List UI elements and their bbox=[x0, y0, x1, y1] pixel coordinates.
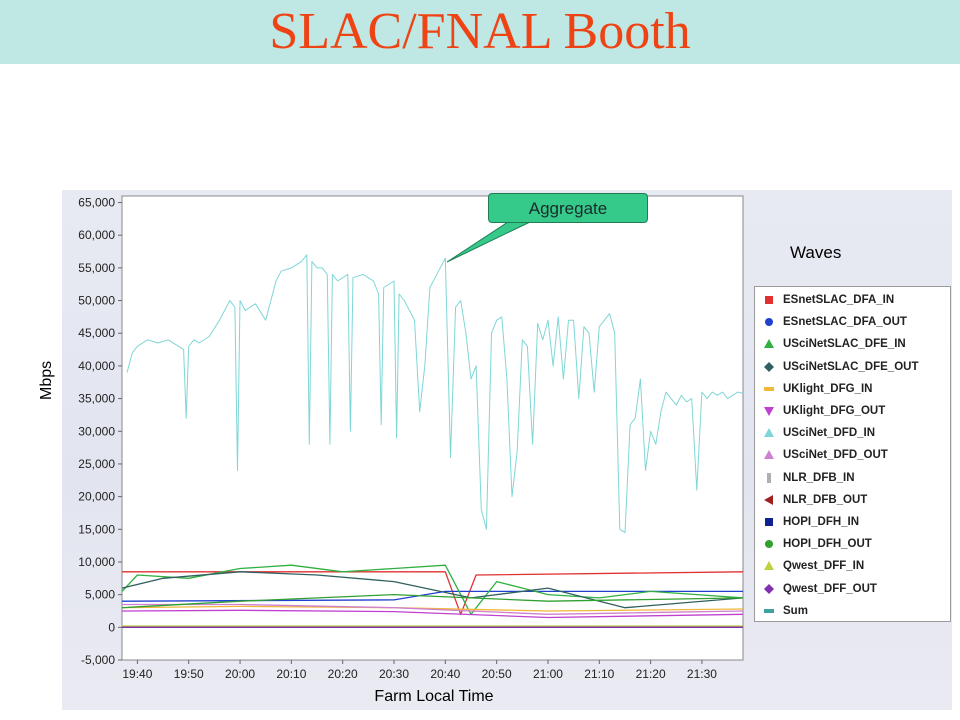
y-tick-label: 45,000 bbox=[78, 326, 115, 340]
x-tick-label: 19:40 bbox=[122, 667, 152, 681]
circle-marker-icon bbox=[765, 540, 773, 549]
square-marker-icon bbox=[765, 296, 773, 304]
triangle-up-marker-icon bbox=[764, 428, 774, 438]
legend-label: UKlight_DFG_IN bbox=[783, 382, 873, 395]
y-tick-label: 5,000 bbox=[85, 588, 115, 602]
series-line-uscinet-dfd-out bbox=[122, 603, 744, 615]
series-line-uscinetslac-dfe-in bbox=[121, 564, 744, 615]
callout-aggregate: Aggregate bbox=[488, 193, 648, 223]
x-tick-label: 20:50 bbox=[482, 667, 512, 681]
diamond-marker-icon bbox=[764, 361, 774, 372]
bar-marker-icon bbox=[767, 472, 771, 483]
legend-title: Waves bbox=[790, 243, 842, 262]
legend-label: USciNetSLAC_DFE_OUT bbox=[783, 360, 919, 373]
y-tick-label: 65,000 bbox=[78, 196, 115, 210]
y-tick-label: 25,000 bbox=[78, 457, 115, 471]
dash-marker-icon bbox=[764, 608, 774, 613]
dash-marker-icon bbox=[764, 386, 774, 391]
x-tick-label: 20:00 bbox=[225, 667, 255, 681]
legend-label: NLR_DFB_OUT bbox=[783, 493, 868, 506]
y-tick-label: 15,000 bbox=[78, 522, 115, 536]
x-tick-label: 20:30 bbox=[379, 667, 409, 681]
y-tick-label: 50,000 bbox=[78, 294, 115, 308]
series-line-uscinetslac-dfe-out bbox=[121, 571, 744, 609]
legend-label: Qwest_DFF_OUT bbox=[783, 582, 877, 595]
x-tick-label: 20:20 bbox=[328, 667, 358, 681]
legend-label: USciNet_DFD_IN bbox=[783, 427, 876, 440]
legend-label: USciNet_DFD_OUT bbox=[783, 449, 888, 462]
series-line-hopi-dfh-out bbox=[121, 593, 744, 609]
series-line-uklight-dfg-out bbox=[121, 609, 744, 619]
legend-label: NLR_DFB_IN bbox=[783, 471, 855, 484]
y-tick-label: 30,000 bbox=[78, 424, 115, 438]
legend-label: HOPI_DFH_OUT bbox=[783, 538, 872, 551]
legend-label: Qwest_DFF_IN bbox=[783, 560, 865, 573]
square-marker-icon bbox=[765, 518, 773, 526]
x-tick-label: 21:20 bbox=[636, 667, 666, 681]
x-tick-label: 21:30 bbox=[687, 667, 717, 681]
tick-labels: -5,000 0 5,000 10,000 15,000 20,000 25,000 30,0… bbox=[78, 196, 717, 681]
plot-area bbox=[121, 195, 744, 661]
triangle-up-marker-icon bbox=[764, 561, 774, 571]
x-tick-label: 21:00 bbox=[533, 667, 563, 681]
circle-marker-icon bbox=[765, 318, 773, 327]
triangle-up-marker-icon bbox=[764, 339, 774, 349]
diamond-marker-icon bbox=[764, 583, 774, 594]
y-tick-label: 10,000 bbox=[78, 555, 115, 569]
x-tick-label: 20:40 bbox=[430, 667, 460, 681]
legend: ESnetSLAC_DFA_IN ESnetSLAC_DFA_OUT USciNet… bbox=[754, 286, 951, 622]
legend-label: USciNetSLAC_DFE_IN bbox=[783, 338, 906, 351]
legend-label: ESnetSLAC_DFA_IN bbox=[783, 294, 895, 306]
x-tick-label: 20:10 bbox=[276, 667, 306, 681]
legend-label: Sum bbox=[783, 604, 808, 617]
y-tick-label: 20,000 bbox=[78, 490, 115, 504]
series-lines bbox=[121, 254, 744, 628]
legend-label: UKlight_DFG_OUT bbox=[783, 405, 886, 417]
legend-label: HOPI_DFH_IN bbox=[783, 516, 860, 528]
triangle-down-marker-icon bbox=[764, 407, 774, 416]
x-tick-label: 19:50 bbox=[174, 667, 204, 681]
y-tick-label: -5,000 bbox=[81, 653, 115, 667]
series-line-uscinet-dfd-in bbox=[126, 254, 744, 534]
triangle-left-marker-icon bbox=[764, 494, 773, 505]
slide-title: SLAC/FNAL Booth bbox=[269, 3, 691, 60]
legend-label: ESnetSLAC_DFA_OUT bbox=[783, 316, 907, 329]
axes bbox=[118, 195, 744, 664]
x-axis-label: Farm Local Time bbox=[374, 688, 494, 705]
triangle-up-marker-icon bbox=[764, 450, 774, 460]
y-tick-label: 55,000 bbox=[78, 261, 115, 275]
y-axis-label: Mbps bbox=[38, 360, 55, 400]
y-tick-label: 60,000 bbox=[78, 228, 115, 242]
x-tick-label: 21:10 bbox=[584, 667, 614, 681]
y-tick-label: 40,000 bbox=[78, 359, 115, 373]
series-line-esnetslac-dfa-out bbox=[121, 590, 743, 602]
title-bar bbox=[0, 0, 960, 64]
y-tick-label: 0 bbox=[108, 620, 115, 634]
y-tick-label: 35,000 bbox=[78, 392, 115, 406]
